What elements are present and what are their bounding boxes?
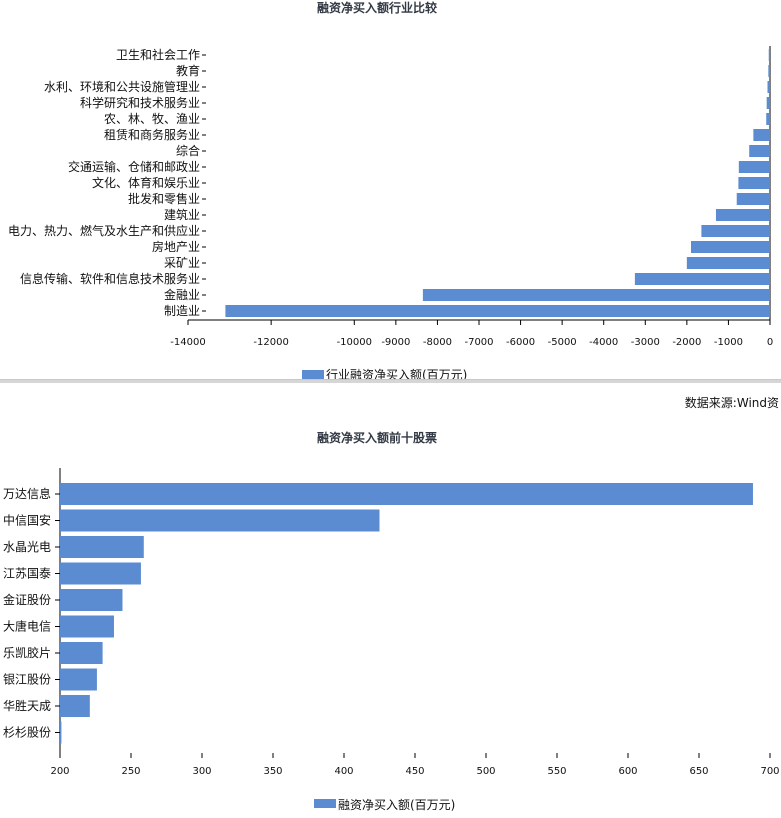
chart1-category-label: 文化、体育和娱乐业 <box>92 175 200 190</box>
chart2-x-tick-label: 700 <box>760 766 779 777</box>
chart1-legend: 行业融资净买入额(百万元) <box>302 368 467 379</box>
chart2-bar <box>60 721 62 744</box>
chart2-bar <box>60 615 114 638</box>
chart2-category-label: 大唐电信 <box>3 619 51 634</box>
chart2-category-label: 万达信息 <box>3 486 51 501</box>
chart1-legend-swatch <box>302 370 324 379</box>
chart1-bar <box>686 257 770 269</box>
chart2-x-tick-label: 500 <box>476 766 495 777</box>
chart1-legend-label: 行业融资净买入额(百万元) <box>326 368 467 379</box>
chart1-category-label: 房地产业 <box>152 239 200 254</box>
chart1-x-tick-label: 0 <box>767 337 773 348</box>
chart1-category-label: 制造业 <box>164 304 200 318</box>
chart1-x-tick-label: -7000 <box>464 337 493 348</box>
chart2-x-tick-label: 200 <box>50 766 69 777</box>
chart1-x-tick-label: -1000 <box>714 337 743 348</box>
chart1-x-tick-label: -9000 <box>381 337 410 348</box>
chart-divider <box>0 379 781 383</box>
chart1-x-tick-label: -14000 <box>170 337 205 348</box>
chart2-plot-area: 万达信息中信国安水晶光电江苏国泰金证股份大唐电信乐凯胶片银江股份华胜天成杉杉股份… <box>3 468 780 777</box>
chart2-category-label: 金证股份 <box>3 592 51 607</box>
chart1-category-label: 批发和零售业 <box>128 191 200 206</box>
chart1-title: 融资净买入额行业比较 <box>317 0 437 15</box>
chart2-legend-swatch <box>314 799 336 808</box>
chart2-title: 融资净买入额前十股票 <box>317 430 437 445</box>
chart2-x-tick-label: 400 <box>334 766 353 777</box>
chart1-bar <box>691 241 770 253</box>
chart2-bar <box>60 642 103 664</box>
chart1-category-label: 电力、热力、燃气及水生产和供应业 <box>8 223 200 238</box>
source-note: 数据来源:Wind资 <box>685 395 779 410</box>
chart2-legend: 融资净买入额(百万元) <box>314 798 455 812</box>
chart2-x-tick-label: 300 <box>192 766 211 777</box>
chart2-category-label: 杉杉股份 <box>3 726 51 740</box>
chart1-x-tick-label: -2000 <box>672 337 701 348</box>
chart1-category-label: 卫生和社会工作 <box>116 47 200 62</box>
chart1-category-label: 科学研究和技术服务业 <box>80 95 200 110</box>
chart1-bar <box>738 161 770 173</box>
chart1-category-label: 农、林、牧、渔业 <box>104 112 200 126</box>
chart2-x-tick-label: 350 <box>263 766 282 777</box>
chart1-x-tick-label: -10000 <box>337 337 372 348</box>
chart2-category-label: 水晶光电 <box>3 540 51 554</box>
chart1-bar <box>738 177 770 189</box>
chart2-bar <box>60 536 144 558</box>
chart2-x-tick-label: 550 <box>547 766 566 777</box>
chart1-category-label: 建筑业 <box>164 207 200 222</box>
chart2-x-tick-label: 250 <box>121 766 140 777</box>
chart1-category-label: 交通运输、仓储和邮政业 <box>68 159 200 174</box>
chart1-x-tick-label: -6000 <box>506 337 535 348</box>
chart1-bar <box>634 273 770 285</box>
chart2-category-label: 银江股份 <box>3 673 51 687</box>
chart1-bar <box>767 81 770 93</box>
source-note-area: 数据来源:Wind资 <box>685 395 779 410</box>
chart1-bar <box>766 97 770 109</box>
chart1-bar <box>715 209 770 221</box>
chart1-x-tick-label: -8000 <box>423 337 452 348</box>
chart1-category-label: 水利、环境和公共设施管理业 <box>44 79 200 94</box>
chart2-category-label: 乐凯胶片 <box>3 645 51 660</box>
chart2-x-tick-label: 450 <box>405 766 424 777</box>
chart2-bar <box>60 509 380 532</box>
chart1-bar <box>701 225 770 237</box>
chart2-category-label: 江苏国泰 <box>3 567 51 581</box>
chart2-legend-label: 融资净买入额(百万元) <box>338 798 455 812</box>
industry-comparison-chart: 融资净买入额行业比较 卫生和社会工作教育水利、环境和公共设施管理业科学研究和技术… <box>8 0 773 379</box>
chart1-bar <box>768 49 770 61</box>
chart2-category-label: 中信国安 <box>3 513 51 528</box>
chart2-x-tick-label: 650 <box>689 766 708 777</box>
chart1-bar <box>768 65 770 77</box>
chart2-bar <box>60 668 97 691</box>
chart1-bar <box>736 193 770 205</box>
chart1-x-tick-label: -12000 <box>253 337 288 348</box>
chart1-category-label: 租赁和商务服务业 <box>104 127 200 142</box>
chart1-category-label: 金融业 <box>164 287 200 302</box>
chart1-bar <box>766 113 770 125</box>
chart1-x-tick-label: -5000 <box>548 337 577 348</box>
chart1-category-label: 信息传输、软件和信息技术服务业 <box>20 271 200 286</box>
chart2-bar <box>60 695 90 717</box>
top-ten-stocks-chart: 融资净买入额前十股票 万达信息中信国安水晶光电江苏国泰金证股份大唐电信乐凯胶片银… <box>3 430 780 812</box>
chart1-bar <box>422 289 770 301</box>
chart2-x-tick-label: 600 <box>618 766 637 777</box>
chart2-bar <box>60 589 123 611</box>
chart1-category-label: 采矿业 <box>164 256 200 270</box>
chart1-x-tick-label: -3000 <box>631 337 660 348</box>
chart1-category-label: 教育 <box>176 63 200 78</box>
chart1-plot-area: 卫生和社会工作教育水利、环境和公共设施管理业科学研究和技术服务业农、林、牧、渔业… <box>8 46 773 348</box>
chart1-bar <box>225 305 770 317</box>
chart2-category-label: 华胜天成 <box>3 698 51 713</box>
chart1-bar <box>749 145 770 157</box>
chart1-category-label: 综合 <box>176 143 200 158</box>
chart2-bar <box>60 562 141 585</box>
chart2-bar <box>60 483 753 505</box>
chart1-x-tick-label: -4000 <box>589 337 618 348</box>
chart1-bar <box>753 129 770 141</box>
